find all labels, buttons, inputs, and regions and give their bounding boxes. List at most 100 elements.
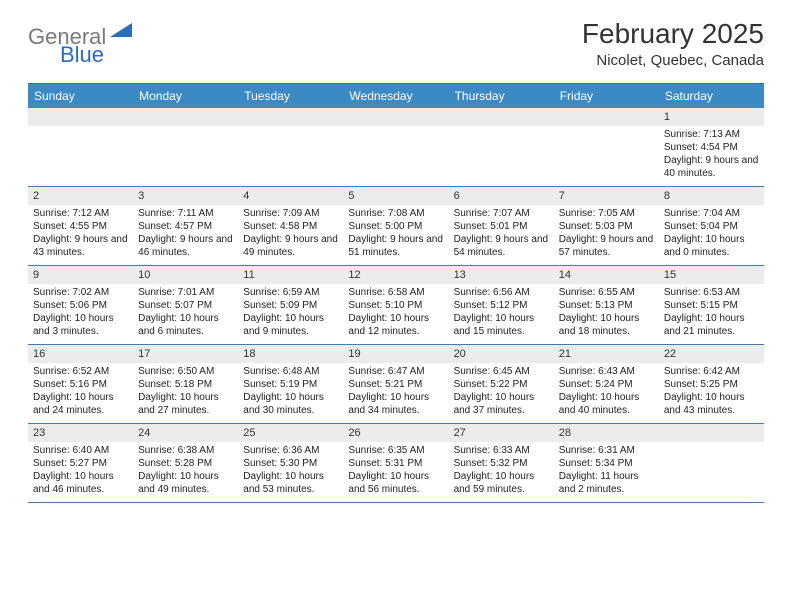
day-number: 16 bbox=[28, 345, 133, 363]
day-info: Sunrise: 6:31 AMSunset: 5:34 PMDaylight:… bbox=[554, 442, 659, 500]
day-number: 27 bbox=[449, 424, 554, 442]
day-info: Sunrise: 7:13 AMSunset: 4:54 PMDaylight:… bbox=[659, 126, 764, 184]
day-number: 7 bbox=[554, 187, 659, 205]
calendar-cell: . bbox=[133, 108, 238, 186]
day-number: 23 bbox=[28, 424, 133, 442]
day-info: Sunrise: 6:53 AMSunset: 5:15 PMDaylight:… bbox=[659, 284, 764, 342]
day-number: . bbox=[659, 424, 764, 442]
title-block: February 2025 Nicolet, Quebec, Canada bbox=[582, 18, 764, 69]
day-number: . bbox=[28, 108, 133, 126]
location-subtitle: Nicolet, Quebec, Canada bbox=[582, 52, 764, 69]
calendar-cell: 9Sunrise: 7:02 AMSunset: 5:06 PMDaylight… bbox=[28, 266, 133, 344]
calendar-cell: 8Sunrise: 7:04 AMSunset: 5:04 PMDaylight… bbox=[659, 187, 764, 265]
weekday-label: Sunday bbox=[28, 84, 133, 108]
calendar-cell: 3Sunrise: 7:11 AMSunset: 4:57 PMDaylight… bbox=[133, 187, 238, 265]
calendar-week: 16Sunrise: 6:52 AMSunset: 5:16 PMDayligh… bbox=[28, 345, 764, 424]
day-info: Sunrise: 6:55 AMSunset: 5:13 PMDaylight:… bbox=[554, 284, 659, 342]
day-info: Sunrise: 6:56 AMSunset: 5:12 PMDaylight:… bbox=[449, 284, 554, 342]
calendar-cell: 18Sunrise: 6:48 AMSunset: 5:19 PMDayligh… bbox=[238, 345, 343, 423]
day-info: Sunrise: 7:02 AMSunset: 5:06 PMDaylight:… bbox=[28, 284, 133, 342]
calendar-cell: . bbox=[238, 108, 343, 186]
day-info: Sunrise: 7:11 AMSunset: 4:57 PMDaylight:… bbox=[133, 205, 238, 263]
day-info: Sunrise: 7:08 AMSunset: 5:00 PMDaylight:… bbox=[343, 205, 448, 263]
day-number: 5 bbox=[343, 187, 448, 205]
day-number: 13 bbox=[449, 266, 554, 284]
day-number: 11 bbox=[238, 266, 343, 284]
day-number: 9 bbox=[28, 266, 133, 284]
calendar-cell: 27Sunrise: 6:33 AMSunset: 5:32 PMDayligh… bbox=[449, 424, 554, 502]
day-number: 12 bbox=[343, 266, 448, 284]
day-info: Sunrise: 6:33 AMSunset: 5:32 PMDaylight:… bbox=[449, 442, 554, 500]
calendar-cell: . bbox=[449, 108, 554, 186]
day-info: Sunrise: 6:47 AMSunset: 5:21 PMDaylight:… bbox=[343, 363, 448, 421]
day-info: Sunrise: 6:48 AMSunset: 5:19 PMDaylight:… bbox=[238, 363, 343, 421]
calendar-cell: 21Sunrise: 6:43 AMSunset: 5:24 PMDayligh… bbox=[554, 345, 659, 423]
day-info: Sunrise: 7:04 AMSunset: 5:04 PMDaylight:… bbox=[659, 205, 764, 263]
calendar-week: 23Sunrise: 6:40 AMSunset: 5:27 PMDayligh… bbox=[28, 424, 764, 503]
calendar-cell: 5Sunrise: 7:08 AMSunset: 5:00 PMDaylight… bbox=[343, 187, 448, 265]
weekday-label: Thursday bbox=[449, 84, 554, 108]
logo: General Blue bbox=[28, 24, 132, 50]
calendar-cell: 7Sunrise: 7:05 AMSunset: 5:03 PMDaylight… bbox=[554, 187, 659, 265]
weekday-label: Wednesday bbox=[343, 84, 448, 108]
calendar-week: 2Sunrise: 7:12 AMSunset: 4:55 PMDaylight… bbox=[28, 187, 764, 266]
calendar-cell: 19Sunrise: 6:47 AMSunset: 5:21 PMDayligh… bbox=[343, 345, 448, 423]
day-number: . bbox=[343, 108, 448, 126]
weekday-header: SundayMondayTuesdayWednesdayThursdayFrid… bbox=[28, 84, 764, 108]
day-number: 20 bbox=[449, 345, 554, 363]
day-info: Sunrise: 6:45 AMSunset: 5:22 PMDaylight:… bbox=[449, 363, 554, 421]
day-number: 10 bbox=[133, 266, 238, 284]
calendar-cell: 22Sunrise: 6:42 AMSunset: 5:25 PMDayligh… bbox=[659, 345, 764, 423]
calendar-cell: 12Sunrise: 6:58 AMSunset: 5:10 PMDayligh… bbox=[343, 266, 448, 344]
day-number: 14 bbox=[554, 266, 659, 284]
calendar-cell: 14Sunrise: 6:55 AMSunset: 5:13 PMDayligh… bbox=[554, 266, 659, 344]
calendar: SundayMondayTuesdayWednesdayThursdayFrid… bbox=[28, 83, 764, 503]
calendar-cell: 16Sunrise: 6:52 AMSunset: 5:16 PMDayligh… bbox=[28, 345, 133, 423]
calendar-cell: . bbox=[659, 424, 764, 502]
calendar-cell: 6Sunrise: 7:07 AMSunset: 5:01 PMDaylight… bbox=[449, 187, 554, 265]
calendar-cell: 13Sunrise: 6:56 AMSunset: 5:12 PMDayligh… bbox=[449, 266, 554, 344]
day-number: . bbox=[554, 108, 659, 126]
calendar-cell: 24Sunrise: 6:38 AMSunset: 5:28 PMDayligh… bbox=[133, 424, 238, 502]
day-info: Sunrise: 6:43 AMSunset: 5:24 PMDaylight:… bbox=[554, 363, 659, 421]
day-number: . bbox=[133, 108, 238, 126]
day-info: Sunrise: 6:38 AMSunset: 5:28 PMDaylight:… bbox=[133, 442, 238, 500]
day-number: 4 bbox=[238, 187, 343, 205]
day-info: Sunrise: 6:35 AMSunset: 5:31 PMDaylight:… bbox=[343, 442, 448, 500]
day-info: Sunrise: 6:52 AMSunset: 5:16 PMDaylight:… bbox=[28, 363, 133, 421]
calendar-cell: 2Sunrise: 7:12 AMSunset: 4:55 PMDaylight… bbox=[28, 187, 133, 265]
header: General Blue February 2025 Nicolet, Queb… bbox=[0, 0, 792, 77]
calendar-cell: 28Sunrise: 6:31 AMSunset: 5:34 PMDayligh… bbox=[554, 424, 659, 502]
calendar-cell: 20Sunrise: 6:45 AMSunset: 5:22 PMDayligh… bbox=[449, 345, 554, 423]
calendar-cell: 4Sunrise: 7:09 AMSunset: 4:58 PMDaylight… bbox=[238, 187, 343, 265]
calendar-cell: . bbox=[554, 108, 659, 186]
day-info: Sunrise: 6:59 AMSunset: 5:09 PMDaylight:… bbox=[238, 284, 343, 342]
day-info: Sunrise: 6:36 AMSunset: 5:30 PMDaylight:… bbox=[238, 442, 343, 500]
calendar-cell: 11Sunrise: 6:59 AMSunset: 5:09 PMDayligh… bbox=[238, 266, 343, 344]
day-info: Sunrise: 6:58 AMSunset: 5:10 PMDaylight:… bbox=[343, 284, 448, 342]
day-info: Sunrise: 6:50 AMSunset: 5:18 PMDaylight:… bbox=[133, 363, 238, 421]
day-info: Sunrise: 7:07 AMSunset: 5:01 PMDaylight:… bbox=[449, 205, 554, 263]
day-number: 8 bbox=[659, 187, 764, 205]
page-title: February 2025 bbox=[582, 18, 764, 50]
day-number: 18 bbox=[238, 345, 343, 363]
calendar-cell: 10Sunrise: 7:01 AMSunset: 5:07 PMDayligh… bbox=[133, 266, 238, 344]
logo-text-blue: Blue bbox=[60, 42, 104, 68]
logo-triangle-icon bbox=[110, 21, 132, 42]
calendar-cell: 23Sunrise: 6:40 AMSunset: 5:27 PMDayligh… bbox=[28, 424, 133, 502]
day-number: 15 bbox=[659, 266, 764, 284]
day-number: 26 bbox=[343, 424, 448, 442]
day-number: . bbox=[238, 108, 343, 126]
day-number: 21 bbox=[554, 345, 659, 363]
day-info: Sunrise: 7:01 AMSunset: 5:07 PMDaylight:… bbox=[133, 284, 238, 342]
calendar-cell: 26Sunrise: 6:35 AMSunset: 5:31 PMDayligh… bbox=[343, 424, 448, 502]
day-info: Sunrise: 7:09 AMSunset: 4:58 PMDaylight:… bbox=[238, 205, 343, 263]
day-info: Sunrise: 7:12 AMSunset: 4:55 PMDaylight:… bbox=[28, 205, 133, 263]
day-number: 22 bbox=[659, 345, 764, 363]
day-number: . bbox=[449, 108, 554, 126]
calendar-week: ......1Sunrise: 7:13 AMSunset: 4:54 PMDa… bbox=[28, 108, 764, 187]
day-number: 28 bbox=[554, 424, 659, 442]
calendar-cell: 1Sunrise: 7:13 AMSunset: 4:54 PMDaylight… bbox=[659, 108, 764, 186]
day-number: 1 bbox=[659, 108, 764, 126]
weekday-label: Saturday bbox=[659, 84, 764, 108]
